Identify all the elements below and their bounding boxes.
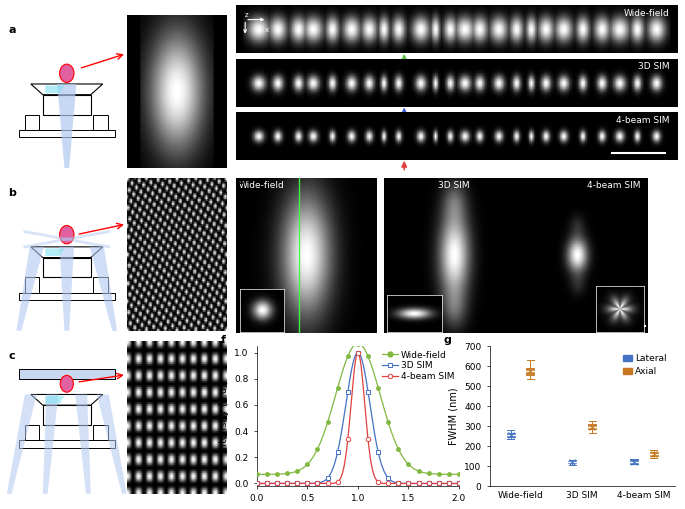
FancyBboxPatch shape [650,452,658,456]
Polygon shape [90,247,117,331]
Bar [93,115,108,130]
Polygon shape [75,394,90,494]
Polygon shape [31,247,103,258]
Y-axis label: Intensity (a.u.): Intensity (a.u.) [219,380,229,452]
Text: g: g [444,335,451,345]
Text: z: z [242,306,246,312]
Text: Wide-field: Wide-field [239,181,285,190]
Text: 3D SIM: 3D SIM [638,63,669,71]
Bar [19,440,115,448]
Bar [19,293,115,300]
Bar [19,130,115,137]
Polygon shape [42,405,90,425]
Text: x: x [262,321,266,327]
Text: 4-beam SIM: 4-beam SIM [587,181,640,190]
Polygon shape [42,95,90,115]
Polygon shape [45,248,64,256]
Polygon shape [7,394,37,494]
Polygon shape [45,396,64,404]
Legend: Lateral, Axial: Lateral, Axial [620,351,670,380]
Polygon shape [45,86,64,93]
Text: z: z [245,12,249,18]
Legend: Wide-field, 3D SIM, 4-beam SIM: Wide-field, 3D SIM, 4-beam SIM [382,351,454,381]
Polygon shape [57,84,76,168]
Text: 4-beam SIM: 4-beam SIM [616,116,669,125]
Text: b: b [8,188,16,199]
Bar [19,369,115,379]
Y-axis label: FWHM (nm): FWHM (nm) [449,387,459,445]
Polygon shape [42,394,58,494]
Bar [25,425,39,440]
Polygon shape [97,394,127,494]
FancyBboxPatch shape [630,461,638,463]
FancyBboxPatch shape [507,433,514,437]
Text: Wide-field: Wide-field [623,9,669,18]
Text: f: f [221,335,225,345]
Polygon shape [31,394,103,405]
Text: a: a [8,25,16,36]
Text: 3D SIM: 3D SIM [438,181,470,190]
Circle shape [60,64,74,82]
Polygon shape [42,258,90,277]
Text: c: c [8,351,15,361]
Circle shape [60,225,74,244]
Polygon shape [60,247,74,331]
Text: d: d [236,8,244,18]
Bar [25,277,39,293]
Bar [93,277,108,293]
Polygon shape [31,84,103,95]
Text: e: e [236,176,244,186]
Circle shape [60,376,73,392]
FancyBboxPatch shape [527,368,534,375]
Bar [93,425,108,440]
FancyBboxPatch shape [588,424,596,429]
FancyBboxPatch shape [569,462,576,464]
Text: x: x [265,27,269,33]
Polygon shape [16,247,44,331]
Bar [25,115,39,130]
